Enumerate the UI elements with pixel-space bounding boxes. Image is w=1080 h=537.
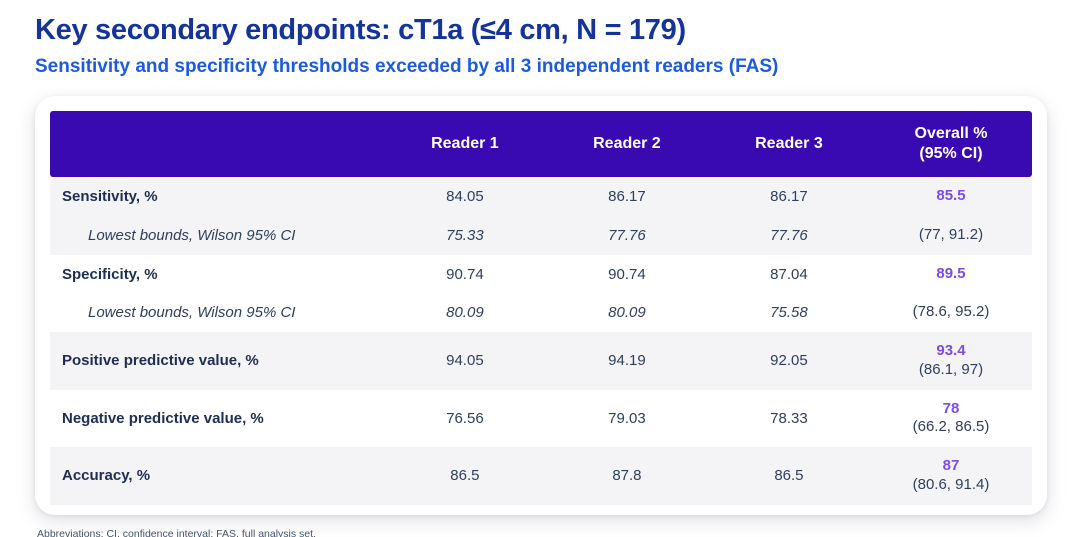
table-row: Negative predictive value, % 76.56 79.03 78… [50, 390, 1032, 448]
reader-value: 90.74 [608, 265, 646, 283]
reader-value: 86.5 [450, 467, 480, 485]
overall-cell: 89.5 [870, 255, 1032, 294]
reader-value: 90.74 [446, 265, 484, 283]
table-header: Reader 1 Reader 2 Reader 3 Overall % (95… [50, 111, 1032, 178]
page-title: Key secondary endpoints: cT1a (≤4 cm, N … [35, 14, 686, 46]
row-label: Negative predictive value, % [62, 409, 264, 427]
overall-number: 78 [942, 399, 960, 417]
overall-number: 87 [942, 457, 960, 475]
reader-value: 75.33 [446, 226, 484, 244]
table-row: Specificity, % 90.74 90.74 87.04 89.5 [50, 255, 1032, 294]
reader-value: 87.8 [612, 467, 642, 485]
row-label: Lowest bounds, Wilson 95% CI [88, 304, 296, 322]
header-overall-line1: Overall % [914, 125, 988, 143]
table-card: Reader 1 Reader 2 Reader 3 Overall % (95… [35, 96, 1047, 515]
overall-number: 93.4 [936, 342, 966, 360]
table-body: Sensitivity, % 84.05 86.17 86.17 85.5 Lowest … [50, 177, 1032, 505]
reader-value: 92.05 [770, 352, 808, 370]
table-row: Positive predictive value, % 94.05 94.19 92… [50, 332, 1032, 390]
overall-ci: (86.1, 97) [918, 360, 984, 378]
reader-value: 79.03 [608, 409, 646, 427]
row-label: Lowest bounds, Wilson 95% CI [88, 226, 296, 244]
row-label: Sensitivity, % [62, 188, 158, 206]
row-label: Specificity, % [62, 265, 158, 283]
results-table: Reader 1 Reader 2 Reader 3 Overall % (95… [50, 111, 1032, 505]
reader-value: 80.09 [446, 304, 484, 322]
table-row: Sensitivity, % 84.05 86.17 86.17 85.5 [50, 177, 1032, 216]
reader-value: 86.17 [608, 188, 646, 206]
table-row: Accuracy, % 86.5 87.8 86.5 87 (80.6, 91.4) [50, 447, 1032, 505]
overall-ci: (66.2, 86.5) [912, 418, 990, 436]
row-label: Accuracy, % [62, 467, 151, 485]
table-row: Lowest bounds, Wilson 95% CI 80.09 80.09 75… [50, 293, 1032, 332]
reader-value: 87.04 [770, 265, 808, 283]
overall-ci: (77, 91.2) [918, 225, 984, 243]
header-reader-3: Reader 3 [707, 111, 870, 178]
overall-cell: 93.4 (86.1, 97) [870, 332, 1032, 390]
header-overall: Overall % (95% CI) [869, 111, 1032, 178]
reader-value: 94.05 [446, 352, 484, 370]
header-overall-line2: (95% CI) [919, 145, 983, 163]
reader-value: 84.05 [446, 188, 484, 206]
reader-value: 75.58 [770, 304, 808, 322]
abbreviations-note: Abbreviations: CI, confidence interval; … [37, 527, 316, 537]
overall-ci: (78.6, 95.2) [912, 303, 990, 321]
page-subtitle: Sensitivity and specificity thresholds e… [35, 56, 779, 78]
overall-cell: 85.5 [870, 177, 1032, 216]
header-row: Reader 1 Reader 2 Reader 3 Overall % (95… [50, 111, 1032, 178]
header-metric-column [50, 111, 384, 178]
table-row: Lowest bounds, Wilson 95% CI 75.33 77.76 77… [50, 215, 1032, 255]
reader-value: 78.33 [770, 409, 808, 427]
header-reader-1: Reader 1 [383, 111, 546, 178]
overall-cell: 87 (80.6, 91.4) [870, 447, 1032, 505]
reader-value: 80.09 [608, 304, 646, 322]
reader-value: 94.19 [608, 352, 646, 370]
reader-value: 86.17 [770, 188, 808, 206]
header-reader-2: Reader 2 [545, 111, 708, 178]
reader-value: 86.5 [774, 467, 804, 485]
overall-cell: 78 (66.2, 86.5) [870, 390, 1032, 448]
row-label: Positive predictive value, % [62, 352, 259, 370]
overall-cell: (77, 91.2) [870, 216, 1032, 255]
reader-value: 76.56 [446, 409, 484, 427]
overall-number: 89.5 [936, 264, 966, 282]
overall-ci: (80.6, 91.4) [912, 475, 990, 493]
reader-value: 77.76 [608, 226, 646, 244]
overall-number: 85.5 [936, 187, 966, 205]
overall-cell: (78.6, 95.2) [870, 293, 1032, 332]
reader-value: 77.76 [770, 226, 808, 244]
